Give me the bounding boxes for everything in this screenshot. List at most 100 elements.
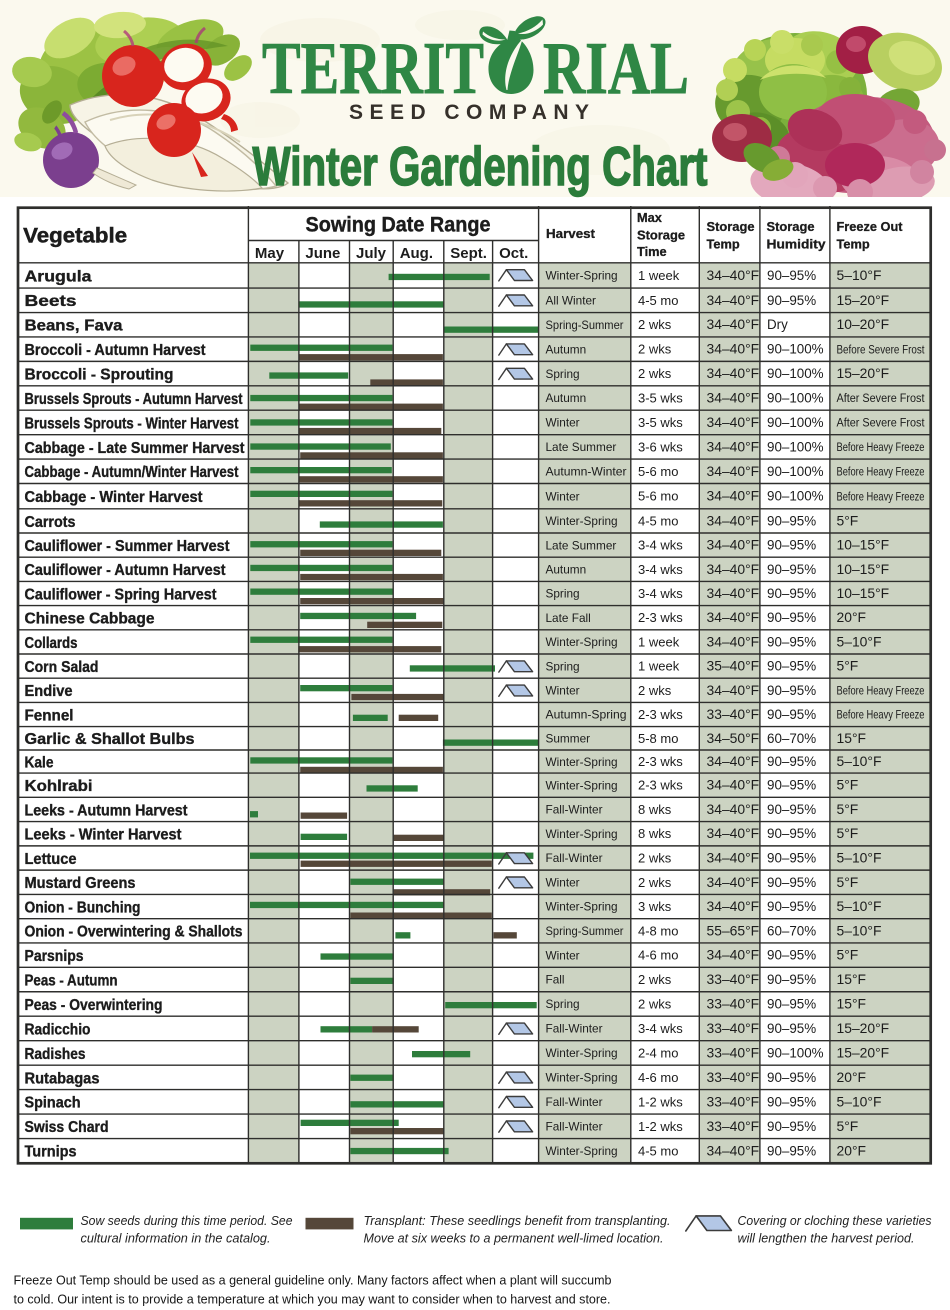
svg-text:1 week: 1 week — [638, 268, 680, 283]
svg-text:Endive: Endive — [25, 683, 73, 700]
svg-text:Summer: Summer — [546, 732, 591, 746]
svg-text:34–40°F: 34–40°F — [707, 777, 760, 793]
svg-text:34–50°F: 34–50°F — [707, 730, 760, 746]
svg-text:Before Heavy Freeze: Before Heavy Freeze — [837, 489, 925, 503]
svg-text:5–10°F: 5–10°F — [837, 1093, 882, 1109]
svg-text:Spring: Spring — [546, 659, 580, 673]
svg-text:Fall-Winter: Fall-Winter — [546, 1095, 603, 1109]
svg-text:Peas - Overwintering: Peas - Overwintering — [25, 997, 163, 1014]
svg-text:90–95%: 90–95% — [767, 513, 816, 528]
svg-text:5-6 mo: 5-6 mo — [638, 464, 678, 479]
svg-text:90–95%: 90–95% — [767, 707, 816, 722]
svg-text:33–40°F: 33–40°F — [707, 1044, 760, 1060]
svg-text:90–95%: 90–95% — [767, 634, 816, 649]
svg-text:5°F: 5°F — [837, 512, 859, 528]
svg-text:Freeze Out Temp should be used: Freeze Out Temp should be used as a gene… — [14, 1273, 612, 1288]
svg-text:Leeks - Autumn Harvest: Leeks - Autumn Harvest — [25, 802, 188, 819]
svg-text:1 week: 1 week — [638, 659, 680, 674]
svg-text:Time: Time — [637, 244, 667, 259]
svg-text:33–40°F: 33–40°F — [707, 1118, 760, 1134]
svg-text:Winter: Winter — [546, 876, 580, 890]
svg-text:Kale: Kale — [25, 754, 54, 771]
svg-text:34–40°F: 34–40°F — [707, 414, 760, 430]
svg-text:RIAL: RIAL — [543, 28, 689, 110]
svg-text:90–95%: 90–95% — [767, 1143, 816, 1158]
svg-text:Autumn: Autumn — [546, 342, 587, 356]
svg-text:90–95%: 90–95% — [767, 1021, 816, 1036]
svg-text:Winter-Spring: Winter-Spring — [546, 635, 618, 649]
svg-text:90–95%: 90–95% — [767, 562, 816, 577]
svg-text:35–40°F: 35–40°F — [707, 658, 760, 674]
svg-text:Before Severe Frost: Before Severe Frost — [837, 342, 925, 356]
svg-text:5–10°F: 5–10°F — [837, 850, 882, 866]
svg-text:4-6 mo: 4-6 mo — [638, 1070, 678, 1085]
svg-text:Vegetable: Vegetable — [23, 223, 127, 247]
svg-text:Aug.: Aug. — [400, 245, 433, 262]
svg-text:May: May — [255, 245, 285, 262]
svg-text:Fall-Winter: Fall-Winter — [546, 803, 603, 817]
svg-text:90–100%: 90–100% — [767, 464, 824, 479]
svg-text:Spring: Spring — [546, 367, 580, 381]
svg-text:34–40°F: 34–40°F — [707, 365, 760, 381]
svg-text:Cauliflower - Autumn Harvest: Cauliflower - Autumn Harvest — [25, 562, 226, 579]
svg-text:10–20°F: 10–20°F — [837, 316, 890, 332]
svg-text:Max: Max — [637, 210, 663, 225]
svg-text:15°F: 15°F — [837, 730, 867, 746]
svg-text:Cauliflower - Spring Harvest: Cauliflower - Spring Harvest — [25, 586, 217, 603]
svg-text:2 wks: 2 wks — [638, 342, 672, 357]
svg-text:34–40°F: 34–40°F — [707, 947, 760, 963]
svg-text:34–40°F: 34–40°F — [707, 898, 760, 914]
svg-text:90–100%: 90–100% — [767, 391, 824, 406]
svg-text:Cabbage - Winter Harvest: Cabbage - Winter Harvest — [25, 489, 203, 506]
svg-text:1-2 wks: 1-2 wks — [638, 1094, 683, 1109]
svg-text:Onion - Bunching: Onion - Bunching — [25, 899, 141, 916]
svg-text:34–40°F: 34–40°F — [707, 609, 760, 625]
svg-text:34–40°F: 34–40°F — [707, 753, 760, 769]
svg-text:Late Summer: Late Summer — [546, 440, 617, 454]
svg-text:1-2 wks: 1-2 wks — [638, 1119, 683, 1134]
svg-text:90–95%: 90–95% — [767, 610, 816, 625]
svg-text:5–10°F: 5–10°F — [837, 922, 882, 938]
svg-text:33–40°F: 33–40°F — [707, 1093, 760, 1109]
svg-text:20°F: 20°F — [837, 1142, 867, 1158]
svg-text:4-5 mo: 4-5 mo — [638, 1143, 678, 1158]
svg-text:Parsnips: Parsnips — [25, 948, 84, 965]
svg-text:Rutabagas: Rutabagas — [25, 1070, 100, 1087]
svg-text:8 wks: 8 wks — [638, 826, 672, 841]
svg-text:90–95%: 90–95% — [767, 778, 816, 793]
svg-text:1 week: 1 week — [638, 634, 680, 649]
svg-text:Brussels Sprouts - Autumn Harv: Brussels Sprouts - Autumn Harvest — [25, 391, 243, 408]
svg-text:Cauliflower - Summer Harvest: Cauliflower - Summer Harvest — [25, 538, 230, 555]
svg-text:Swiss Chard: Swiss Chard — [25, 1119, 109, 1136]
svg-text:Move at six weeks to a permane: Move at six weeks to a permanent well-li… — [364, 1230, 664, 1245]
svg-text:2-3 wks: 2-3 wks — [638, 610, 683, 625]
svg-text:5-6 mo: 5-6 mo — [638, 489, 678, 504]
svg-text:Arugula: Arugula — [25, 268, 92, 285]
svg-text:90–95%: 90–95% — [767, 659, 816, 674]
svg-text:cultural information in the ca: cultural information in the catalog. — [81, 1230, 271, 1245]
svg-text:34–40°F: 34–40°F — [707, 512, 760, 528]
svg-text:5–10°F: 5–10°F — [837, 898, 882, 914]
svg-text:Dry: Dry — [767, 317, 788, 332]
svg-text:2-4 mo: 2-4 mo — [638, 1045, 678, 1060]
svg-text:Autumn: Autumn — [546, 563, 587, 577]
svg-text:Before Heavy Freeze: Before Heavy Freeze — [837, 684, 925, 698]
svg-text:60–70%: 60–70% — [767, 923, 816, 938]
svg-text:33–40°F: 33–40°F — [707, 996, 760, 1012]
svg-text:Winter-Spring: Winter-Spring — [546, 1046, 618, 1060]
svg-text:5–10°F: 5–10°F — [837, 753, 882, 769]
svg-text:Turnips: Turnips — [25, 1144, 77, 1161]
svg-text:Spring-Summer: Spring-Summer — [546, 318, 624, 332]
svg-text:Temp: Temp — [707, 237, 740, 252]
svg-text:90–95%: 90–95% — [767, 683, 816, 698]
svg-text:90–95%: 90–95% — [767, 293, 816, 308]
svg-text:15°F: 15°F — [837, 971, 867, 987]
svg-text:Autumn: Autumn — [546, 391, 587, 405]
svg-text:2 wks: 2 wks — [638, 875, 672, 890]
svg-text:Cabbage - Autumn/Winter Harves: Cabbage - Autumn/Winter Harvest — [25, 464, 239, 481]
svg-text:Spring-Summer: Spring-Summer — [546, 924, 624, 938]
svg-text:Winter-Spring: Winter-Spring — [546, 1071, 618, 1085]
svg-text:34–40°F: 34–40°F — [707, 585, 760, 601]
svg-text:10–15°F: 10–15°F — [837, 585, 890, 601]
svg-text:After Severe Frost: After Severe Frost — [837, 391, 926, 405]
